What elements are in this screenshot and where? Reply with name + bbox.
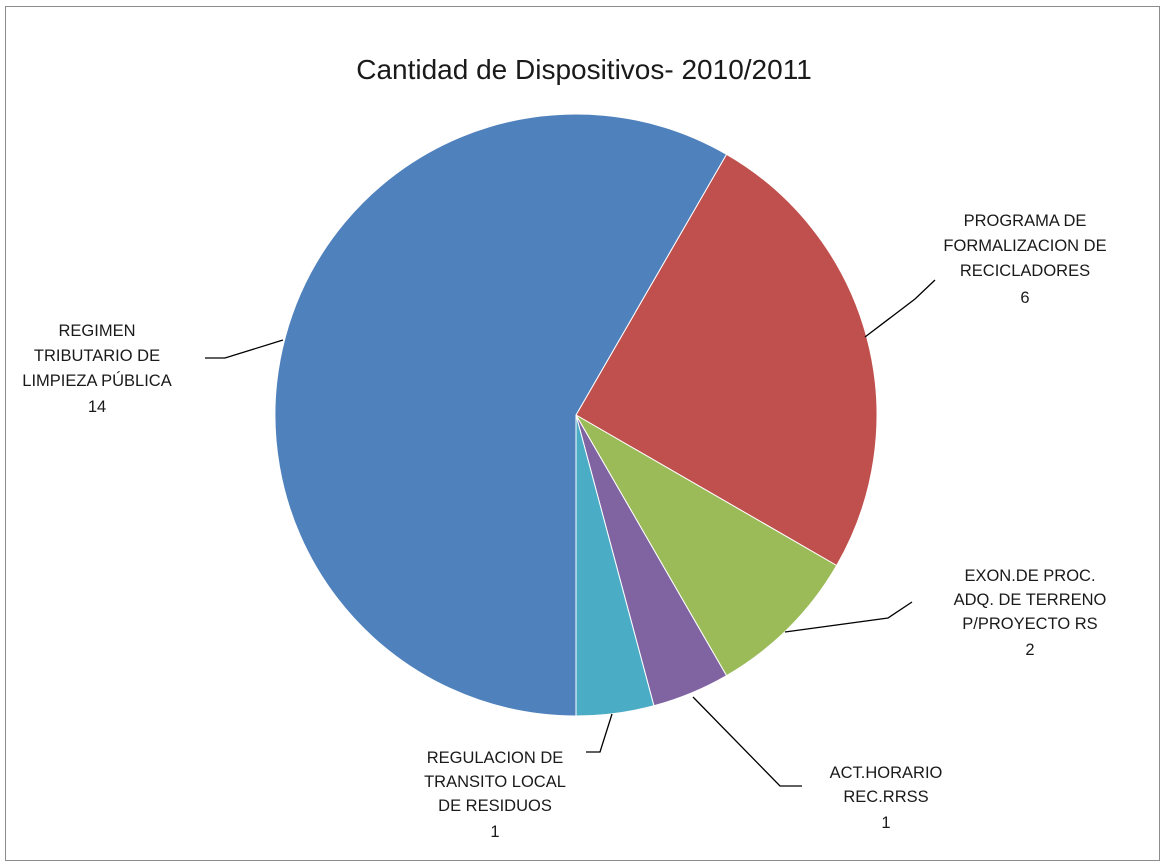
data-label-5-line-3: LIMPIEZA PÚBLICA xyxy=(22,371,171,390)
data-label-2-line-3: P/PROYECTO RS xyxy=(962,615,1097,633)
data-label-5-line-1: REGIMEN xyxy=(58,322,135,340)
data-label-1-line-1: PROGRAMA DE xyxy=(964,212,1087,230)
pie-slice-5 xyxy=(274,113,728,717)
data-label-1-value: 6 xyxy=(1020,289,1029,307)
leader-line-2 xyxy=(784,601,913,633)
leader-line-1 xyxy=(864,279,936,338)
data-label-2-value: 2 xyxy=(1025,641,1034,659)
data-label-4-line-1: REGULACION DE xyxy=(427,749,564,767)
pie-slice-1 xyxy=(575,153,878,567)
pie-slices xyxy=(274,113,878,717)
leader-line-5 xyxy=(205,339,284,359)
data-label-4-value: 1 xyxy=(490,823,499,841)
data-label-2-line-1: EXON.DE PROC. xyxy=(964,567,1095,585)
data-label-4-line-2: TRANSITO LOCAL xyxy=(424,773,566,791)
data-label-5-value: 14 xyxy=(88,398,106,416)
data-label-2-line-2: ADQ. DE TERRENO xyxy=(954,591,1107,609)
leader-line-4 xyxy=(586,713,613,753)
data-label-3-line-1: ACT.HORARIO xyxy=(830,764,943,782)
data-label-3-line-2: REC.RRSS xyxy=(843,788,928,806)
pie-slice-2 xyxy=(574,413,838,677)
data-label-1-line-2: FORMALIZACION DE xyxy=(943,237,1106,255)
data-label-5-line-2: TRIBUTARIO DE xyxy=(34,347,160,365)
data-label-3-value: 1 xyxy=(881,814,890,832)
data-label-1-line-3: RECICLADORES xyxy=(960,262,1090,280)
leader-line-3 xyxy=(692,696,802,787)
chart-title: Cantidad de Dispositivos- 2010/2011 xyxy=(356,54,812,85)
data-labels: PROGRAMA DE FORMALIZACION DE RECICLADORES 6… xyxy=(22,212,1106,841)
data-label-4-line-3: DE RESIDUOS xyxy=(438,797,552,815)
leader-lines xyxy=(205,279,936,787)
